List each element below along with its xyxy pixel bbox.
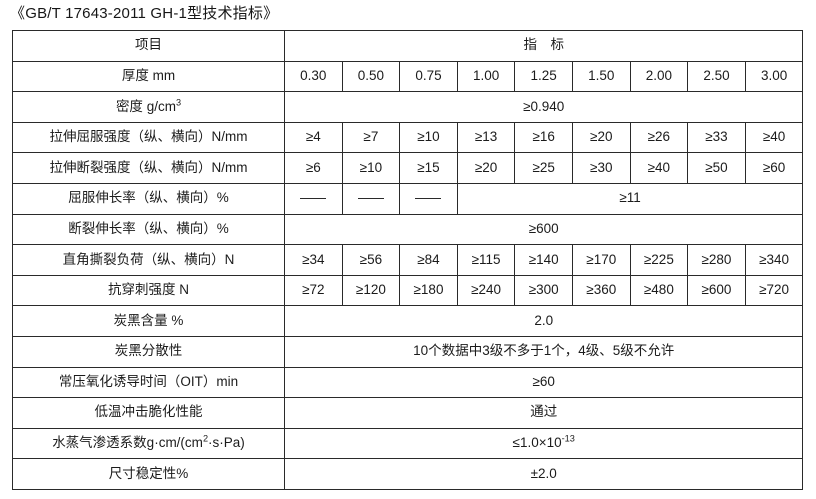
thickness-value-cell: 0.50 — [341, 60, 401, 93]
table-body: 项目指 标厚度 mm 0.30 0.50 0.75 1.00 1.25 1.50 2.00 2.… — [12, 30, 804, 490]
value-cell: ≥20 — [456, 152, 516, 184]
value-cell: ≥240 — [456, 274, 516, 307]
value-cell: ≥56 — [341, 244, 401, 276]
value-cell-span: 2.0 — [283, 305, 804, 337]
row-label: 屈服伸长率（纵、横向）% — [12, 182, 285, 215]
thickness-value-cell: 1.50 — [571, 60, 631, 93]
value-cell: ≥120 — [341, 274, 401, 307]
row-label: 常压氧化诱导时间（OIT）min — [12, 366, 285, 399]
value-cell: ≥6 — [284, 152, 343, 184]
value-cell: ≥84 — [399, 244, 458, 276]
table-row: 拉伸断裂强度（纵、横向）N/mm ≥6 ≥10 ≥15 ≥20 ≥25 ≥30 ≥40 ≥50 ≥… — [12, 152, 804, 184]
value-cell: ≥140 — [514, 244, 573, 276]
technical-spec-table: 项目指 标厚度 mm 0.30 0.50 0.75 1.00 1.25 1.50 2.00 2.… — [12, 30, 804, 490]
thickness-value-cell: 1.25 — [514, 60, 573, 93]
value-cell: ≥15 — [399, 152, 458, 184]
value-cell: ≥360 — [571, 274, 631, 307]
value-cell-span: 10个数据中3级不多于1个，4级、5级不允许 — [283, 335, 804, 368]
value-cell: ≥10 — [341, 152, 401, 184]
row-label: 拉伸屈服强度（纵、横向）N/mm — [12, 121, 285, 154]
table-row: 炭黑分散性 10个数据中3级不多于1个，4级、5级不允许 — [12, 335, 804, 368]
thickness-row: 厚度 mm 0.30 0.50 0.75 1.00 1.25 1.50 2.00 2.50 3.0… — [12, 60, 804, 93]
value-cell: ≥170 — [571, 244, 631, 276]
table-row: 屈服伸长率（纵、横向）% ≥11 — [12, 182, 804, 215]
value-cell: ≥60 — [744, 152, 804, 184]
header-item-label: 项目 — [12, 30, 285, 62]
table-row: 密度 g/cm3 ≥0.940 — [12, 91, 804, 123]
thickness-value-cell: 0.30 — [284, 60, 343, 93]
value-cell: ≥225 — [629, 244, 689, 276]
row-label: 抗穿刺强度 N — [12, 274, 285, 307]
row-label: 尺寸稳定性% — [12, 458, 285, 490]
value-cell-span: ≥600 — [283, 213, 804, 246]
table-row: 抗穿刺强度 N ≥72 ≥120 ≥180 ≥240 ≥300 ≥360 ≥480 ≥600 ≥7… — [12, 274, 804, 307]
value-cell: ≥34 — [284, 244, 343, 276]
table-row: 常压氧化诱导时间（OIT）min ≥60 — [12, 366, 804, 399]
row-label: 拉伸断裂强度（纵、横向）N/mm — [12, 152, 285, 184]
table-row: 低温冲击脆化性能 通过 — [12, 397, 804, 429]
value-cell-span: ≥11 — [456, 182, 804, 215]
value-cell: ≥30 — [571, 152, 631, 184]
thickness-value-cell: 2.00 — [629, 60, 689, 93]
table-row: 直角撕裂负荷（纵、横向）N ≥34 ≥56 ≥84 ≥115 ≥140 ≥170 ≥225 ≥2… — [12, 244, 804, 276]
table-row: 炭黑含量 % 2.0 — [12, 305, 804, 337]
value-cell-span: 通过 — [283, 397, 804, 429]
row-label: 低温冲击脆化性能 — [12, 397, 285, 429]
value-cell-dash — [284, 182, 343, 215]
thickness-value-cell: 3.00 — [744, 60, 804, 93]
value-cell: ≥13 — [456, 121, 516, 154]
value-cell: ≥7 — [341, 121, 401, 154]
value-cell: ≥480 — [629, 274, 689, 307]
value-cell-dash — [399, 182, 458, 215]
header-index-label: 指 标 — [283, 30, 804, 62]
value-cell-span: ≥0.940 — [283, 91, 804, 123]
value-cell: ≥20 — [571, 121, 631, 154]
row-label: 厚度 mm — [12, 60, 285, 93]
page-title: 《GB/T 17643-2011 GH-1型技术指标》 — [10, 5, 279, 22]
value-cell: ≥50 — [687, 152, 746, 184]
value-cell: ≥600 — [687, 274, 746, 307]
value-cell-span: ≥60 — [283, 366, 804, 399]
value-cell: ≥40 — [744, 121, 804, 154]
value-cell: ≥26 — [629, 121, 689, 154]
thickness-value-cell: 1.00 — [456, 60, 516, 93]
value-cell-dash — [341, 182, 401, 215]
row-label: 炭黑分散性 — [12, 335, 285, 368]
table-row: 断裂伸长率（纵、横向）% ≥600 — [12, 213, 804, 246]
row-label: 密度 g/cm3 — [12, 91, 285, 123]
value-cell: ≥180 — [399, 274, 458, 307]
table-row: 拉伸屈服强度（纵、横向）N/mm ≥4 ≥7 ≥10 ≥13 ≥16 ≥20 ≥26 ≥33 ≥4… — [12, 121, 804, 154]
row-label: 炭黑含量 % — [12, 305, 285, 337]
value-cell-span: ±2.0 — [283, 458, 804, 490]
value-cell-span: ≤1.0×10-13 — [283, 427, 804, 460]
value-cell: ≥4 — [284, 121, 343, 154]
value-cell: ≥720 — [744, 274, 804, 307]
row-label: 直角撕裂负荷（纵、横向）N — [12, 244, 285, 276]
value-cell: ≥72 — [284, 274, 343, 307]
value-cell: ≥40 — [629, 152, 689, 184]
row-label: 水蒸气渗透系数g·cm/(cm2·s·Pa) — [12, 427, 285, 460]
thickness-value-cell: 0.75 — [399, 60, 458, 93]
thickness-value-cell: 2.50 — [687, 60, 746, 93]
value-cell: ≥10 — [399, 121, 458, 154]
table-header-row: 项目指 标 — [12, 30, 804, 62]
value-cell: ≥115 — [456, 244, 516, 276]
table-row: 尺寸稳定性% ±2.0 — [12, 458, 804, 490]
value-cell: ≥16 — [514, 121, 573, 154]
value-cell: ≥25 — [514, 152, 573, 184]
value-cell: ≥340 — [744, 244, 804, 276]
value-cell: ≥300 — [514, 274, 573, 307]
table-row: 水蒸气渗透系数g·cm/(cm2·s·Pa) ≤1.0×10-13 — [12, 427, 804, 460]
value-cell: ≥280 — [687, 244, 746, 276]
row-label: 断裂伸长率（纵、横向）% — [12, 213, 285, 246]
value-cell: ≥33 — [687, 121, 746, 154]
